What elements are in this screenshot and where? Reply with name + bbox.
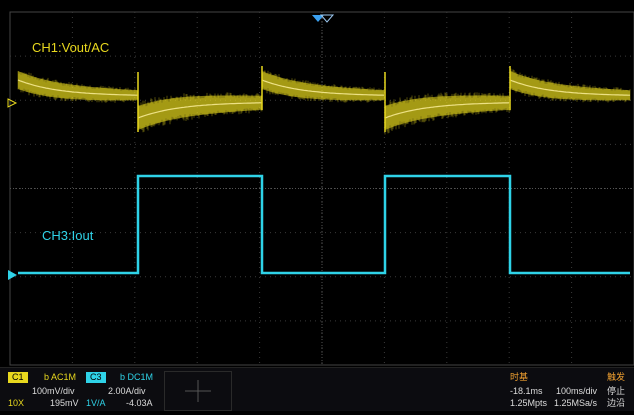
ch1-centre: [261, 79, 385, 96]
ch1-centre: [384, 102, 510, 119]
ch1-waveform: [17, 66, 631, 135]
aux-window[interactable]: [164, 371, 232, 411]
trigger-panel[interactable]: 触发 停止 边沿: [605, 370, 634, 410]
timebase-panel[interactable]: 时基 -18.1ms 100ms/div 1.25Mpts 1.25MSa/s: [508, 370, 603, 410]
graticule-grid: [9, 11, 634, 366]
ch1-ground-marker: [7, 98, 18, 108]
trigger-state: 停止: [607, 386, 626, 396]
trigger-position-marker: [312, 15, 324, 22]
timebase-delay: -18.1ms: [510, 386, 543, 396]
ch3-waveform: [18, 174, 630, 275]
timebase-title: 时基: [510, 372, 529, 382]
ch1-offset: 195mV: [50, 398, 79, 408]
ch3-badge: C3: [86, 372, 106, 383]
ch1-centre: [17, 79, 138, 96]
timebase-sample-rate: 1.25MSa/s: [554, 398, 598, 408]
trigger-type: 边沿: [607, 398, 626, 408]
trigger-title: 触发: [607, 372, 626, 382]
timebase-memory: 1.25Mpts: [510, 398, 548, 408]
status-bar: [0, 367, 634, 411]
ch1-settings-panel[interactable]: C1 b AC1M 100mV/div 10X 195mV: [6, 370, 82, 410]
ch1-probe: 10X: [8, 398, 25, 408]
ch3-ground-marker: [8, 270, 17, 280]
ch1-badge: C1: [8, 372, 28, 383]
ch3-coupling: b DC1M: [120, 372, 154, 382]
ch3-probe: 1V/A: [86, 398, 106, 408]
ch3-offset: -4.03A: [126, 398, 153, 408]
ch1-trace-label: CH1:Vout/AC: [32, 40, 110, 55]
ch3-trace-label: CH3:Iout: [42, 228, 94, 243]
ch3-trace: [18, 174, 630, 275]
ch1-centre: [137, 102, 262, 119]
waveform-area[interactable]: [0, 0, 634, 367]
ch1-coupling: b AC1M: [44, 372, 77, 382]
ch3-scale: 2.00A/div: [108, 386, 146, 396]
ch1-scale: 100mV/div: [32, 386, 75, 396]
timebase-scale: 100ms/div: [556, 386, 598, 396]
crosshair-icon: [185, 380, 211, 402]
trigger-position-outline: [319, 14, 335, 23]
ch1-centre: [509, 79, 630, 96]
ch3-settings-panel[interactable]: C3 b DC1M 2.00A/div 1V/A -4.03A: [84, 370, 158, 410]
